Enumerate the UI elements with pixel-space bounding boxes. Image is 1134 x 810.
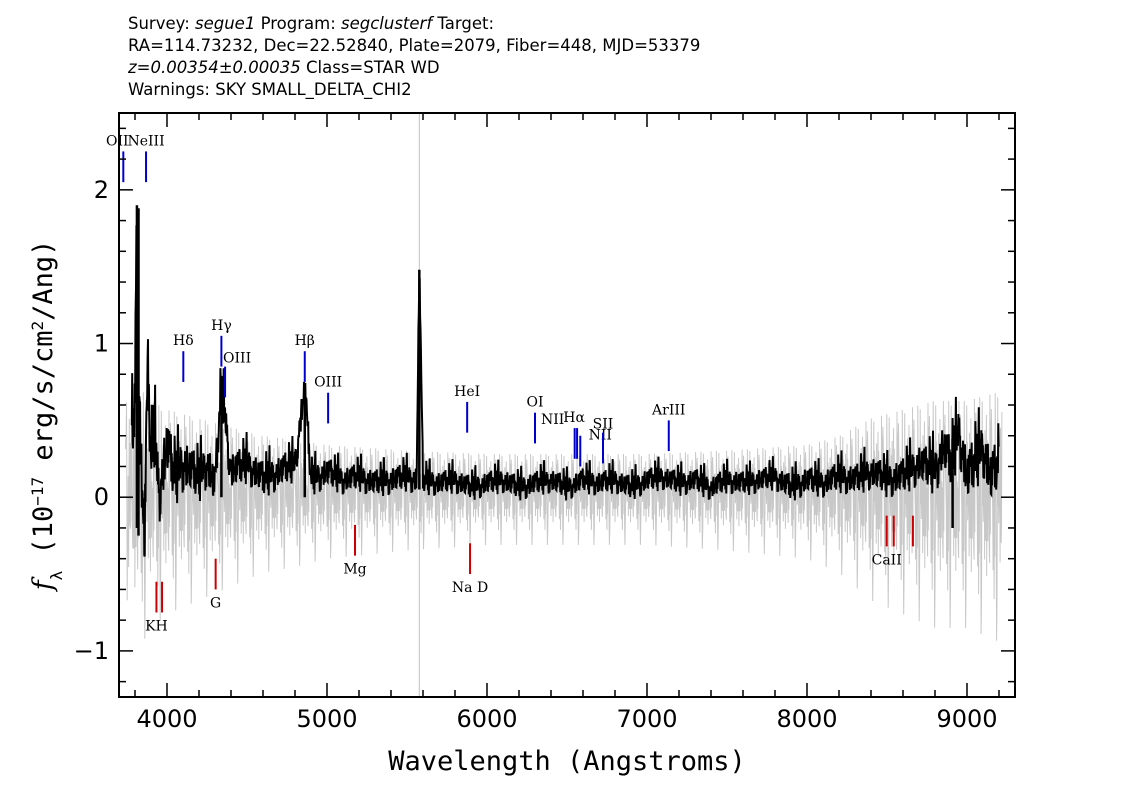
emission-line-halpha-label: Hα: [563, 410, 585, 426]
error-spectrum: [124, 386, 1003, 641]
error-spectrum-layer: [124, 386, 1003, 641]
redshift-value: z=0.00354±0.00035: [128, 58, 301, 77]
emission-line-neiii-label: NeIII: [127, 133, 164, 149]
x-tick-label: 8000: [776, 705, 837, 733]
program-label: Program:: [255, 14, 341, 33]
class-value: Class=STAR WD: [300, 58, 440, 77]
y-axis-title-part: /Ang): [28, 240, 59, 321]
emission-line-oiii-4363-label: OIII: [223, 351, 251, 367]
header-line-warnings: Warnings: SKY SMALL_DELTA_CHI2: [128, 80, 412, 99]
x-axis-title: Wavelength (Angstroms): [388, 746, 746, 777]
survey-value: segue1: [195, 14, 256, 33]
x-tick-label: 9000: [936, 705, 997, 733]
emission-line-oii-label: OII: [106, 133, 129, 149]
flux-spectrum-layer: [130, 205, 1000, 557]
plot-axes: 4000 5000 6000 7000 8000 9000 −1 0 1 2: [74, 112, 1016, 733]
absorption-line-mg-label: Mg: [343, 562, 366, 578]
emission-line-hei-label: HeI: [454, 384, 480, 400]
emission-line-hdelta-label: Hδ: [173, 333, 194, 349]
y-axis-title-part: erg/s/cm: [28, 331, 59, 477]
emission-line-hgamma-label: Hγ: [211, 318, 232, 334]
header-line-redshift: z=0.00354±0.00035 Class=STAR WD: [128, 57, 700, 79]
y-tick-label: 1: [94, 330, 109, 358]
absorption-line-nad-label: Na D: [452, 580, 488, 596]
absorption-line-caii-8498-label: CaII: [872, 552, 902, 568]
plot-frame: [118, 112, 1016, 698]
header-line-coordinates: RA=114.73232, Dec=22.52840, Plate=2079, …: [128, 36, 701, 55]
absorption-line-g-label: G: [210, 595, 221, 611]
emission-line-ariii-label: ArIII: [651, 402, 685, 418]
x-tick-label: 5000: [296, 705, 357, 733]
y-tick-label: −1: [74, 637, 109, 665]
emission-line-hbeta-label: Hβ: [295, 333, 315, 349]
target-label: Target:: [432, 14, 495, 33]
survey-label: Survey:: [128, 14, 195, 33]
x-tick-label: 4000: [136, 705, 197, 733]
y-axis-title: fλ (10−17 erg/s/cm2/Ang): [28, 240, 66, 593]
absorption-line-k-label: KH: [145, 618, 168, 634]
spectrum-header: Survey: segue1 Program: segclusterf Targ…: [128, 13, 700, 101]
y-axis-title-part: (10: [28, 506, 59, 571]
program-value: segclusterf: [341, 14, 433, 33]
x-tick-label: 6000: [456, 705, 517, 733]
spectral-line-markers: OIINeIIIHδHγOIIIHβOIIIHeIOINIIHαNIISIIAr…: [106, 133, 914, 634]
y-tick-label: 2: [94, 176, 109, 204]
y-axis-title-part: 2: [28, 321, 47, 331]
header-line-survey: Survey: segue1 Program: segclusterf Targ…: [128, 13, 700, 35]
emission-line-oiii-5007-label: OIII: [314, 375, 342, 391]
x-tick-label: 7000: [616, 705, 677, 733]
emission-line-nii-6548-label: NII: [541, 412, 564, 428]
emission-line-oi-label: OI: [526, 395, 543, 411]
y-axis-title-part: λ: [47, 570, 66, 580]
y-tick-label: 0: [94, 483, 109, 511]
y-axis-title-part: −17: [28, 477, 47, 506]
emission-line-nii-6583-label: NII: [589, 428, 612, 444]
emission-line-sii-label: SII: [593, 417, 614, 433]
flux-spectrum: [130, 225, 1000, 557]
